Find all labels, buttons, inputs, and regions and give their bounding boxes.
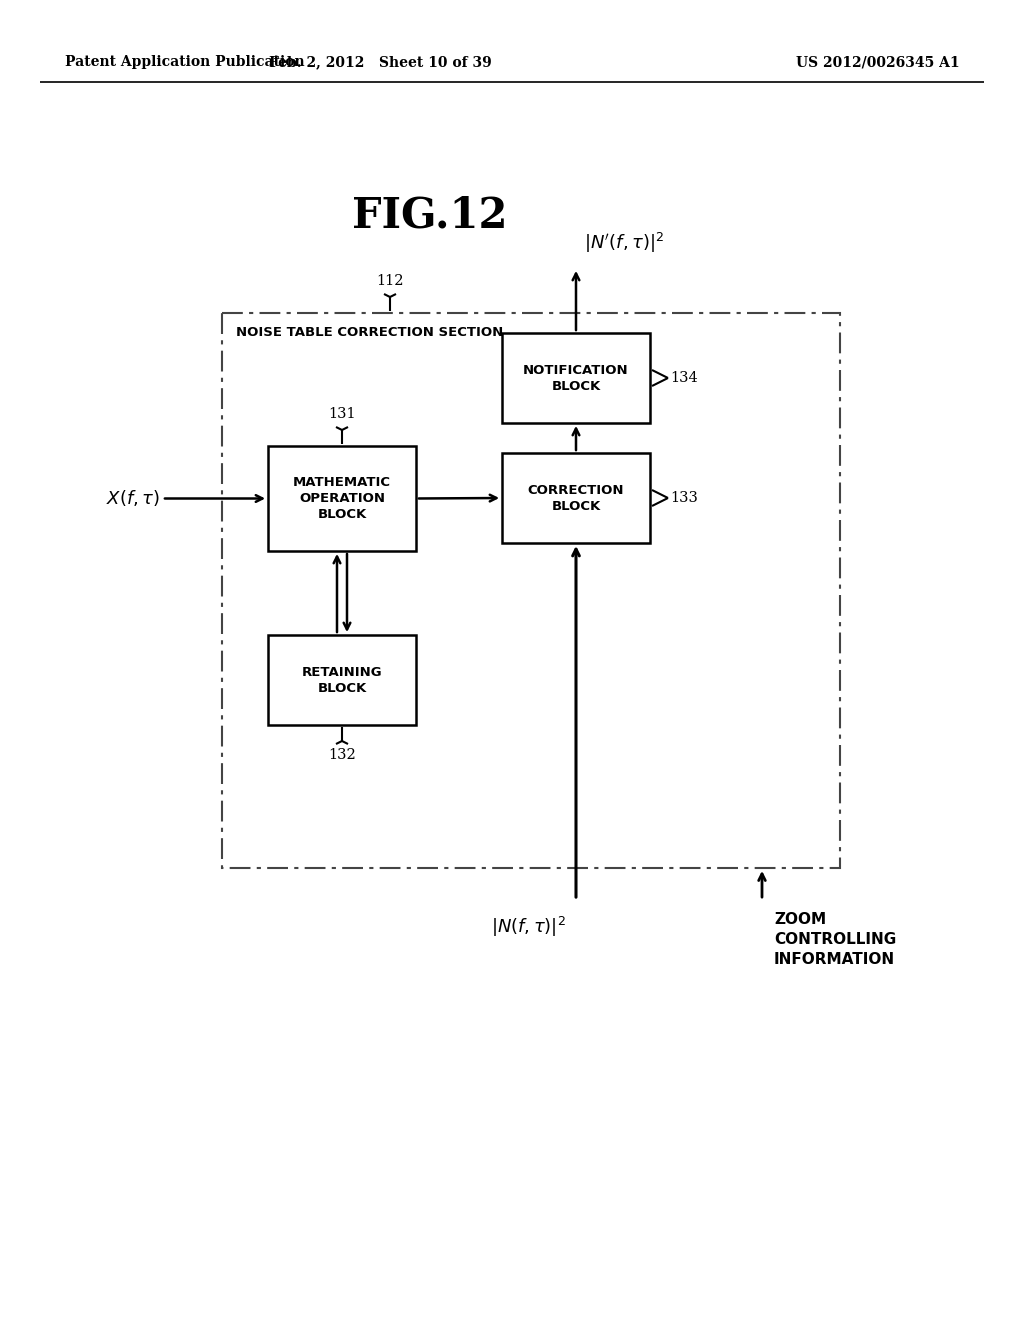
Text: Feb. 2, 2012   Sheet 10 of 39: Feb. 2, 2012 Sheet 10 of 39 [268, 55, 492, 69]
Text: Patent Application Publication: Patent Application Publication [65, 55, 304, 69]
Bar [222, 313, 840, 869]
Text: 132: 132 [328, 748, 356, 762]
Text: RETAINING
BLOCK: RETAINING BLOCK [302, 665, 382, 694]
Text: $X(f,\tau)$: $X(f,\tau)$ [106, 488, 160, 508]
Text: US 2012/0026345 A1: US 2012/0026345 A1 [797, 55, 961, 69]
Text: NOTIFICATION
BLOCK: NOTIFICATION BLOCK [523, 363, 629, 392]
Text: 133: 133 [670, 491, 698, 506]
Text: ZOOM
CONTROLLING
INFORMATION: ZOOM CONTROLLING INFORMATION [774, 912, 896, 966]
Bar [502, 453, 650, 543]
Text: $|N'(f,\tau)|^2$: $|N'(f,\tau)|^2$ [584, 231, 665, 255]
Text: $|N(f,\tau)|^2$: $|N(f,\tau)|^2$ [492, 915, 566, 939]
Text: MATHEMATIC
OPERATION
BLOCK: MATHEMATIC OPERATION BLOCK [293, 477, 391, 521]
Bar [268, 446, 416, 550]
Text: 131: 131 [328, 407, 355, 421]
Text: FIG.12: FIG.12 [352, 194, 508, 236]
Text: CORRECTION
BLOCK: CORRECTION BLOCK [527, 483, 625, 512]
Bar [502, 333, 650, 422]
Bar [268, 635, 416, 725]
Text: NOISE TABLE CORRECTION SECTION: NOISE TABLE CORRECTION SECTION [236, 326, 503, 339]
Text: 112: 112 [376, 275, 403, 288]
Text: 134: 134 [670, 371, 697, 385]
